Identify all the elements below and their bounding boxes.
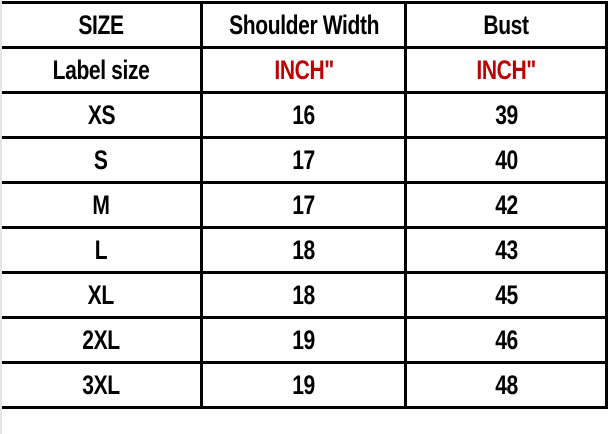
- table-row: 2XL 19 46: [2, 316, 608, 364]
- shoulder-unit-cell: INCH": [200, 46, 408, 94]
- shoulder-width-cell: 18: [200, 226, 408, 274]
- size-cell: 2XL: [2, 316, 204, 364]
- size-cell: S: [2, 136, 204, 184]
- shoulder-width-cell: 19: [200, 361, 408, 409]
- label-size-cell: Label size: [2, 46, 204, 94]
- size-cell: XS: [2, 91, 204, 139]
- size-cell: XL: [2, 271, 204, 319]
- bust-cell: 39: [404, 91, 608, 139]
- left-edge-strip: [0, 0, 2, 434]
- bust-cell: 40: [404, 136, 608, 184]
- header-size: SIZE: [2, 1, 204, 49]
- bust-unit-cell: INCH": [404, 46, 608, 94]
- table-row: S 17 40: [2, 136, 608, 184]
- table-row: M 17 42: [2, 181, 608, 229]
- size-cell: 3XL: [2, 361, 204, 409]
- size-chart-table: SIZE Shoulder Width Bust Label size INCH…: [2, 1, 608, 409]
- table-row: XS 16 39: [2, 91, 608, 139]
- bust-cell: 45: [404, 271, 608, 319]
- table-row: L 18 43: [2, 226, 608, 274]
- table-row: 3XL 19 48: [2, 361, 608, 409]
- bust-cell: 43: [404, 226, 608, 274]
- shoulder-width-cell: 17: [200, 181, 408, 229]
- shoulder-width-cell: 17: [200, 136, 408, 184]
- unit-row: Label size INCH" INCH": [2, 46, 608, 94]
- size-cell: L: [2, 226, 204, 274]
- table-row: XL 18 45: [2, 271, 608, 319]
- bust-cell: 46: [404, 316, 608, 364]
- bust-cell: 48: [404, 361, 608, 409]
- shoulder-width-cell: 16: [200, 91, 408, 139]
- size-cell: M: [2, 181, 204, 229]
- header-shoulder-width: Shoulder Width: [200, 1, 408, 49]
- header-row: SIZE Shoulder Width Bust: [2, 1, 608, 49]
- header-bust: Bust: [404, 1, 608, 49]
- shoulder-width-cell: 19: [200, 316, 408, 364]
- bust-cell: 42: [404, 181, 608, 229]
- shoulder-width-cell: 18: [200, 271, 408, 319]
